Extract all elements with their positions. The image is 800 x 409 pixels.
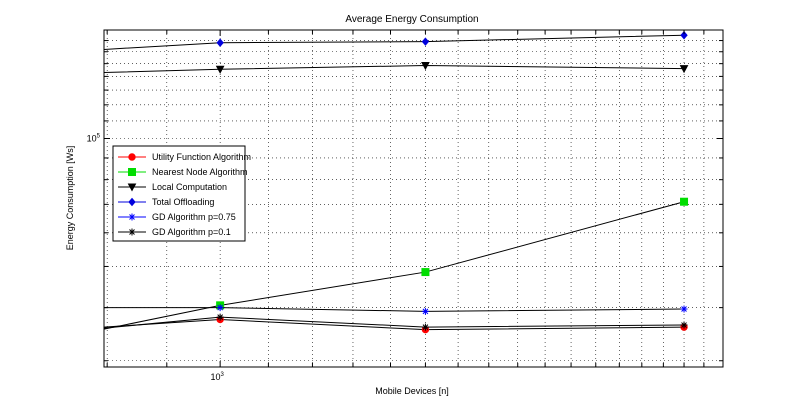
data-point [215, 65, 225, 74]
legend-label: Local Computation [152, 182, 227, 192]
data-point [216, 38, 224, 48]
x-tick-label: 103 [210, 372, 224, 382]
data-point [216, 304, 224, 312]
y-tick-label: 105 [87, 133, 101, 143]
legend-label: GD Algorithm p=0.75 [152, 212, 236, 222]
data-point [421, 62, 430, 71]
legend-marker [128, 228, 136, 236]
data-point [680, 30, 688, 40]
series-6 [103, 313, 688, 331]
data-point [680, 305, 688, 313]
series-3 [103, 62, 689, 74]
legend-marker [127, 183, 137, 192]
legend-label: Nearest Node Algorithm [152, 167, 248, 177]
legend-label: Total Offloading [152, 197, 214, 207]
data-point [680, 197, 689, 206]
legend-item: Local Computation [118, 182, 227, 192]
data-point [421, 307, 429, 315]
tick-layer: 103 105 [87, 30, 723, 382]
series-layer [103, 30, 689, 334]
legend-item: Total Offloading [118, 197, 214, 207]
legend: Utility Function Algorithm Nearest Node A… [112, 145, 251, 242]
legend-item: Utility Function Algorithm [118, 152, 251, 162]
x-axis-label: Mobile Devices [n] [375, 386, 449, 396]
series-line [103, 65, 685, 73]
legend-label: GD Algorithm p=0.1 [152, 227, 231, 237]
legend-item: Nearest Node Algorithm [118, 167, 248, 177]
legend-box [112, 145, 246, 242]
legend-label: Utility Function Algorithm [152, 152, 251, 162]
legend-item: GD Algorithm p=0.1 [118, 227, 231, 237]
series-line [103, 201, 685, 330]
data-point [421, 323, 429, 331]
data-point [679, 65, 689, 74]
series-5 [104, 304, 688, 315]
legend-marker [128, 168, 136, 176]
legend-item: GD Algorithm p=0.75 [118, 212, 236, 222]
data-point [421, 37, 430, 46]
y-axis-label: Energy Consumption [Ws] [65, 146, 75, 251]
series-1 [103, 315, 688, 334]
series-line [104, 307, 685, 312]
series-line [103, 319, 685, 331]
series-line [103, 316, 685, 329]
data-point [680, 321, 688, 329]
data-point [421, 268, 430, 277]
series-4 [103, 30, 688, 50]
legend-marker [128, 213, 136, 221]
data-point [216, 313, 224, 321]
chart-title: Average Energy Consumption [345, 14, 478, 25]
legend-marker [128, 153, 136, 161]
legend-marker [128, 197, 136, 207]
plot-frame [103, 29, 724, 368]
series-line [103, 34, 685, 50]
